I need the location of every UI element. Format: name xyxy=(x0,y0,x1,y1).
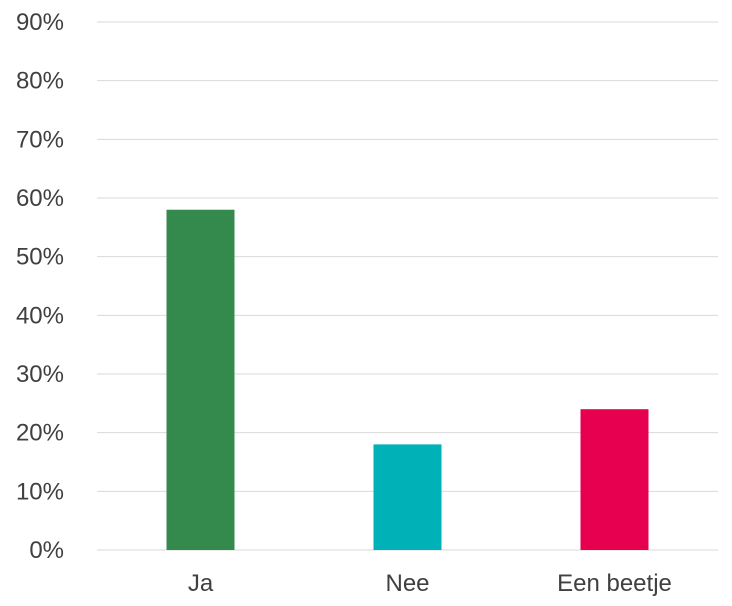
bars xyxy=(166,209,649,550)
y-tick-label: 20% xyxy=(16,420,64,447)
y-tick-label: 80% xyxy=(16,68,64,95)
y-tick-label: 60% xyxy=(16,185,64,212)
x-category-label: Een beetje xyxy=(557,570,672,597)
y-tick-label: 10% xyxy=(16,478,64,505)
y-tick-label: 0% xyxy=(29,537,64,564)
y-axis-tick-labels: 0% 10% 20% 30% 40% 50% 60% 70% 80% 90% xyxy=(16,9,64,564)
bar-nee xyxy=(373,444,442,550)
bar-een-beetje xyxy=(580,409,649,550)
x-category-label: Ja xyxy=(188,570,214,597)
bar-ja xyxy=(166,209,235,550)
y-tick-label: 90% xyxy=(16,9,64,36)
y-tick-label: 40% xyxy=(16,302,64,329)
x-axis-category-labels: Ja Nee Een beetje xyxy=(188,570,672,597)
y-tick-label: 50% xyxy=(16,244,64,271)
x-category-label: Nee xyxy=(385,570,429,597)
y-tick-label: 30% xyxy=(16,361,64,388)
y-tick-label: 70% xyxy=(16,126,64,153)
